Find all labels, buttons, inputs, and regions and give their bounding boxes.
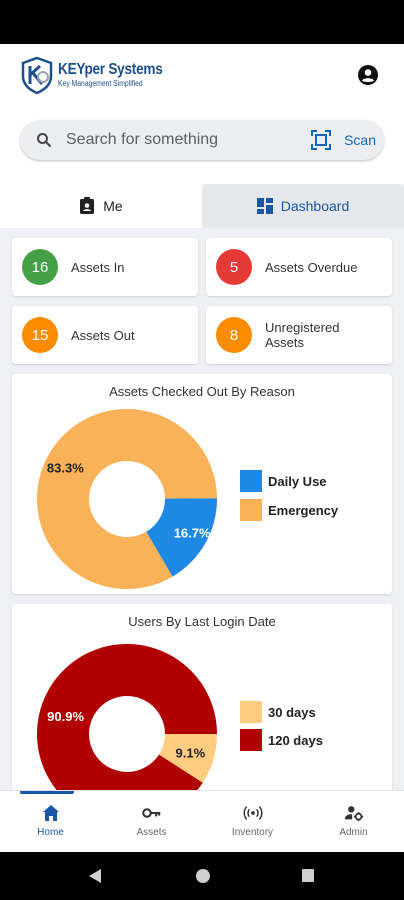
stat-assets-out[interactable]: 15 Assets Out bbox=[12, 306, 198, 364]
key-icon bbox=[141, 808, 160, 818]
legend-swatch bbox=[240, 470, 262, 492]
nav-label: Admin bbox=[339, 827, 368, 838]
keyper-logo-icon bbox=[21, 56, 53, 94]
stat-count-badge: 8 bbox=[216, 317, 252, 353]
legend-item: 120 days bbox=[240, 729, 323, 751]
donut-slice-30-days bbox=[158, 734, 217, 783]
scan-button[interactable]: Scan bbox=[310, 128, 376, 152]
chart-title: Users By Last Login Date bbox=[128, 614, 276, 629]
legend-item: Daily Use bbox=[240, 470, 327, 492]
donut-slice-120-days bbox=[37, 644, 217, 804]
stat-count-badge: 15 bbox=[22, 317, 58, 353]
tab-dashboard[interactable]: Dashboard bbox=[202, 184, 404, 228]
nav-inventory[interactable]: Inventory bbox=[202, 791, 303, 852]
nav-home[interactable]: Home bbox=[0, 791, 101, 852]
donut-slice-label: 16.7% bbox=[174, 526, 211, 541]
stat-label: Assets Overdue bbox=[265, 259, 358, 275]
stat-count-badge: 5 bbox=[216, 249, 252, 285]
legend-swatch bbox=[240, 499, 262, 521]
dashboard-icon bbox=[256, 198, 273, 214]
home-icon bbox=[42, 805, 59, 821]
stat-unregistered-assets[interactable]: 8 Unregistered Assets bbox=[206, 306, 392, 364]
donut-chart: 16.7% 83.3% bbox=[37, 409, 217, 589]
stat-label: Unregistered Assets bbox=[265, 320, 340, 350]
active-tab-indicator bbox=[20, 791, 74, 794]
chart-card-users-by-login: Users By Last Login Date 9.1% 90.9% 30 da… bbox=[12, 604, 392, 804]
back-icon[interactable] bbox=[88, 868, 102, 884]
donut-slice-daily-use bbox=[146, 498, 217, 577]
badge-icon bbox=[80, 197, 95, 214]
home-circle-icon[interactable] bbox=[195, 868, 211, 884]
legend-label: Daily Use bbox=[268, 473, 327, 489]
rfid-icon bbox=[243, 806, 262, 820]
donut-chart: 9.1% 90.9% bbox=[37, 644, 217, 804]
stat-count-badge: 16 bbox=[22, 249, 58, 285]
stat-assets-overdue[interactable]: 5 Assets Overdue bbox=[206, 238, 392, 296]
admin-gear-icon bbox=[344, 806, 363, 822]
stat-assets-in[interactable]: 16 Assets In bbox=[12, 238, 198, 296]
scan-label: Scan bbox=[344, 132, 376, 148]
legend-label: 30 days bbox=[268, 704, 316, 720]
chart-title: Assets Checked Out By Reason bbox=[109, 384, 295, 399]
scan-icon bbox=[311, 130, 332, 150]
nav-admin[interactable]: Admin bbox=[303, 791, 404, 852]
view-tabs: Me Dashboard bbox=[0, 184, 404, 228]
donut-slice-label: 83.3% bbox=[47, 460, 84, 475]
search-icon bbox=[37, 133, 52, 148]
recents-icon[interactable] bbox=[301, 868, 315, 884]
stat-label: Assets In bbox=[71, 259, 125, 275]
app-bar: KEYper Systems Key Management Simplified bbox=[0, 44, 404, 106]
app-screen: KEYper Systems Key Management Simplified bbox=[0, 44, 404, 852]
legend-item: 30 days bbox=[240, 701, 316, 723]
search-bar: Scan bbox=[20, 120, 384, 160]
chart-card-assets-by-reason: Assets Checked Out By Reason 16.7% 83.3% … bbox=[12, 374, 392, 594]
donut-slice-emergency bbox=[37, 409, 217, 589]
search-section: Scan bbox=[0, 106, 404, 184]
brand-name: KEYper Systems bbox=[58, 61, 163, 78]
nav-label: Home bbox=[37, 827, 64, 838]
search-input[interactable] bbox=[66, 130, 286, 150]
brand-tagline: Key Management Simplified bbox=[58, 79, 143, 88]
legend-swatch bbox=[240, 701, 262, 723]
tab-me[interactable]: Me bbox=[0, 184, 202, 228]
legend-item: Emergency bbox=[240, 499, 338, 521]
tab-dashboard-label: Dashboard bbox=[280, 198, 350, 214]
nav-label: Inventory bbox=[231, 827, 274, 838]
nav-assets[interactable]: Assets bbox=[101, 791, 202, 852]
donut-slice-label: 9.1% bbox=[176, 746, 206, 761]
bottom-navigation: Home Assets Inventory Admin bbox=[0, 790, 404, 852]
legend-swatch bbox=[240, 729, 262, 751]
legend-label: 120 days bbox=[268, 732, 323, 748]
system-navigation-bar bbox=[0, 852, 404, 900]
stat-label: Assets Out bbox=[71, 327, 135, 343]
legend-label: Emergency bbox=[268, 502, 339, 518]
tab-me-label: Me bbox=[103, 198, 123, 214]
brand-logo: KEYper Systems Key Management Simplified bbox=[20, 56, 181, 94]
donut-slice-label: 90.9% bbox=[47, 709, 84, 724]
account-icon[interactable] bbox=[358, 65, 378, 85]
nav-label: Assets bbox=[136, 827, 167, 838]
status-bar bbox=[0, 0, 404, 44]
